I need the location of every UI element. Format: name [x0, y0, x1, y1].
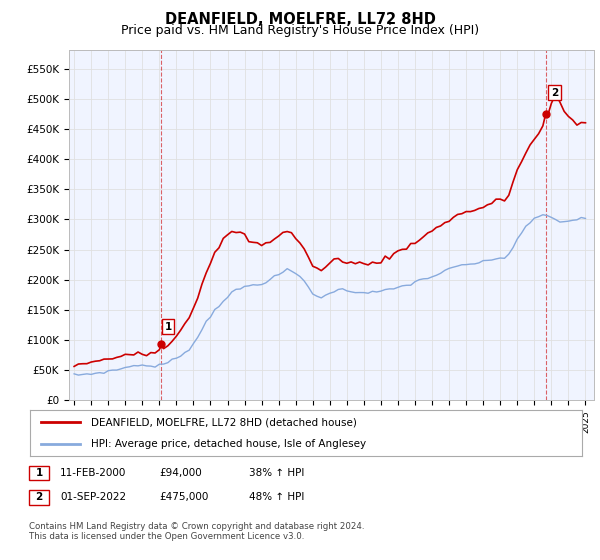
- Text: 01-SEP-2022: 01-SEP-2022: [60, 492, 126, 502]
- Text: 38% ↑ HPI: 38% ↑ HPI: [249, 468, 304, 478]
- Text: DEANFIELD, MOELFRE, LL72 8HD: DEANFIELD, MOELFRE, LL72 8HD: [164, 12, 436, 27]
- Text: 48% ↑ HPI: 48% ↑ HPI: [249, 492, 304, 502]
- Text: £94,000: £94,000: [159, 468, 202, 478]
- Text: 1: 1: [164, 322, 172, 332]
- Text: DEANFIELD, MOELFRE, LL72 8HD (detached house): DEANFIELD, MOELFRE, LL72 8HD (detached h…: [91, 417, 356, 427]
- Text: HPI: Average price, detached house, Isle of Anglesey: HPI: Average price, detached house, Isle…: [91, 439, 366, 449]
- Text: 1: 1: [35, 468, 43, 478]
- Text: £475,000: £475,000: [159, 492, 208, 502]
- Text: Price paid vs. HM Land Registry's House Price Index (HPI): Price paid vs. HM Land Registry's House …: [121, 24, 479, 37]
- Text: 2: 2: [551, 88, 558, 97]
- Text: 2: 2: [35, 492, 43, 502]
- Text: 11-FEB-2000: 11-FEB-2000: [60, 468, 127, 478]
- Text: Contains HM Land Registry data © Crown copyright and database right 2024.
This d: Contains HM Land Registry data © Crown c…: [29, 522, 364, 542]
